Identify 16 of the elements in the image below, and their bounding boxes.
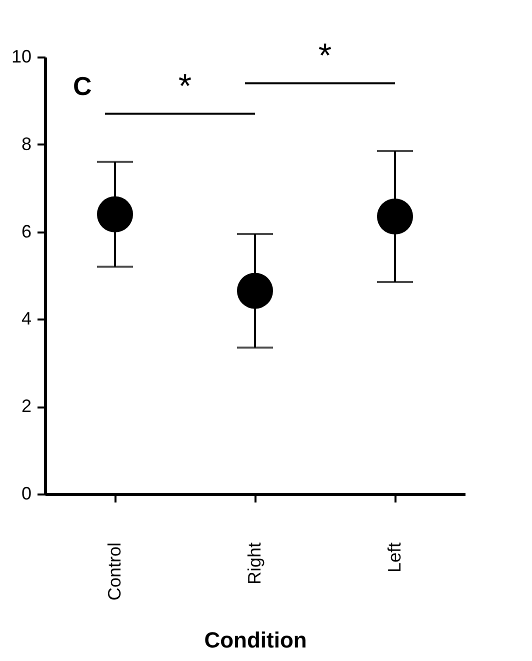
x-tick-label: Right (244, 542, 264, 585)
x-tick-label: Control (104, 542, 124, 601)
annotation: * (318, 37, 332, 75)
y-tick-label: 10 (11, 46, 32, 66)
point (376, 198, 414, 234)
y-tick-label: 6 (21, 221, 32, 242)
annotation: C (73, 71, 92, 101)
x-tick-label: Left (384, 542, 404, 573)
y-tick-label: 2 (21, 396, 32, 416)
point (96, 196, 134, 232)
x-axis-title: Condition (204, 628, 307, 653)
annotation: * (178, 68, 192, 106)
y-tick-label: 0 (21, 484, 32, 504)
y-tick-label: 4 (21, 308, 32, 329)
point (236, 272, 274, 309)
y-tick-label: 8 (21, 134, 32, 154)
